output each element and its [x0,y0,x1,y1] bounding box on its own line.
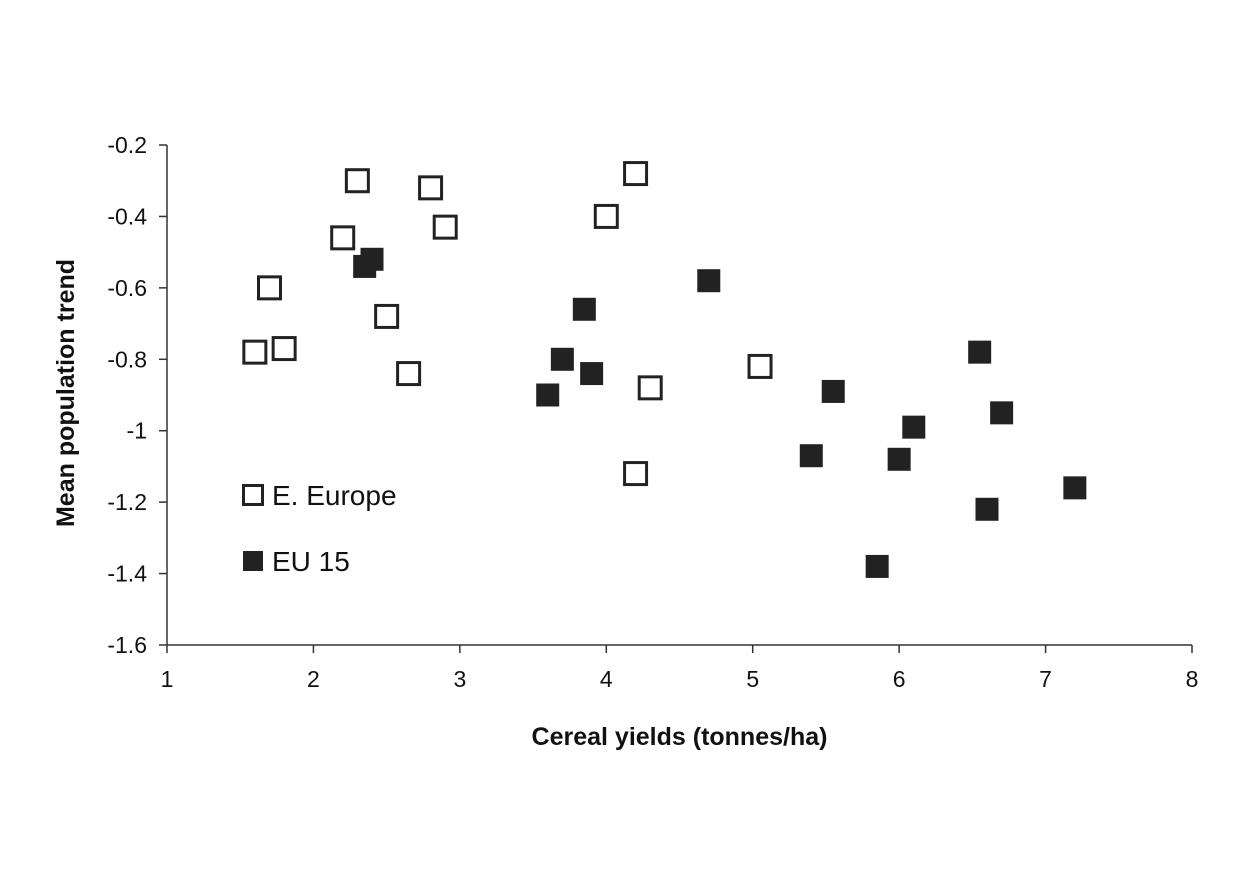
eu15-point [902,415,926,439]
e-europe-point [396,361,422,387]
e-europe-point [623,461,649,487]
eu15-point [990,401,1014,425]
y-tick-label: -0.2 [107,132,147,158]
x-tick-label: 5 [746,666,759,692]
x-tick-label: 2 [307,666,320,692]
data-points [242,161,1087,578]
eu15-point [821,379,845,403]
legend-label-e-europe: E. Europe [272,480,397,511]
eu15-point [968,340,992,364]
eu15-point [536,383,560,407]
legend-marker-eu15 [243,551,263,571]
e-europe-point [432,214,458,240]
y-tick-label: -0.8 [107,346,147,372]
x-tick-label: 8 [1186,666,1199,692]
y-tick-label: -1 [127,418,147,444]
legend-marker-e-europe [242,484,264,506]
eu15-point [887,447,911,471]
x-tick-label: 3 [453,666,466,692]
y-axis-title: Mean population trend [52,259,80,527]
eu15-point [975,497,999,521]
e-europe-point [747,353,773,379]
y-tick-label: -1.4 [107,561,147,587]
eu15-point [1063,476,1087,500]
e-europe-point [593,203,619,229]
x-tick-label: 4 [600,666,613,692]
y-tick-label: -1.6 [107,632,147,658]
e-europe-point [374,303,400,329]
y-tick-label: -0.4 [107,203,147,229]
x-axis-title: Cereal yields (tonnes/ha) [532,723,828,751]
legend-label-eu15: EU 15 [272,546,350,577]
e-europe-point [418,175,444,201]
e-europe-point [623,161,649,187]
eu15-point [799,444,823,468]
x-tick-label: 7 [1039,666,1052,692]
eu15-point [360,247,384,271]
x-tick-label: 6 [893,666,906,692]
y-tick-label: -0.6 [107,275,147,301]
e-europe-point [344,168,370,194]
e-europe-point [257,275,282,301]
eu15-point [580,362,604,386]
eu15-point [572,297,596,321]
legend: E. Europe EU 15 [242,480,397,577]
tick-labels: 1 2 3 4 5 6 7 8 -1.6 -1.4 -1.2 -1 -0.8 -0.6 -0.4 -0.2 [107,132,1198,692]
e-europe-point [271,336,297,362]
e-europe-point [242,339,268,365]
axes [166,145,1192,646]
e-europe-point [330,225,356,251]
x-tick-label: 1 [161,666,174,692]
e-europe-point [637,375,663,401]
eu15-point [697,269,721,293]
eu15-point [865,554,889,578]
tick-marks [159,144,1193,653]
eu15-point [550,347,574,371]
y-tick-label: -1.2 [107,489,147,515]
